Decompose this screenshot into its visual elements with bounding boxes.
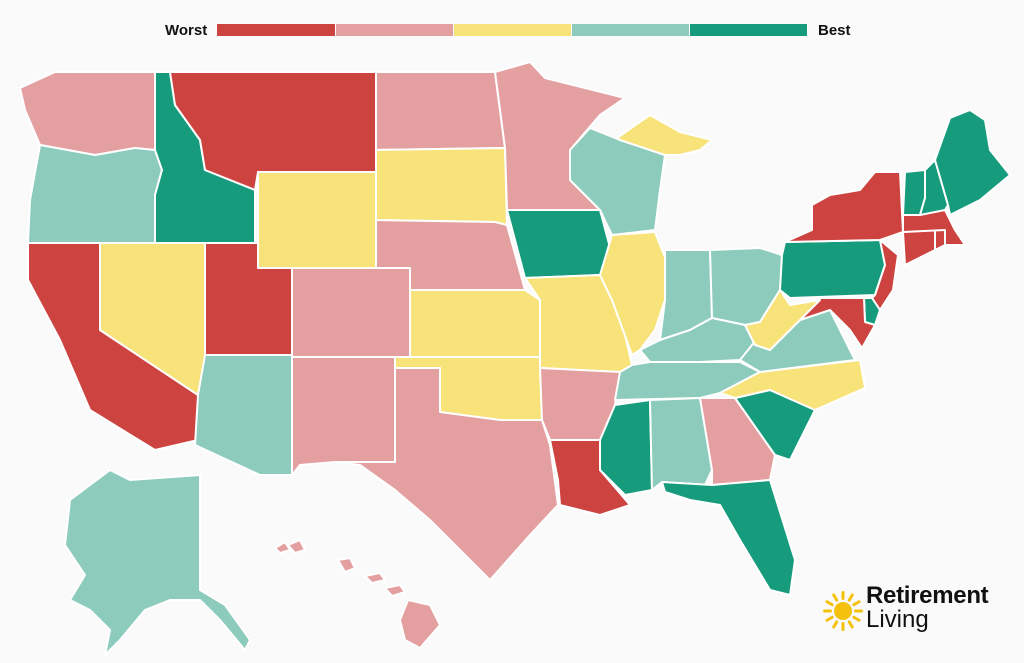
state-FL — [661, 479, 796, 596]
state-ME — [934, 109, 1011, 216]
state-CT — [902, 229, 936, 266]
state-AK — [64, 469, 251, 656]
state-NM — [291, 356, 396, 476]
legend-swatch-best — [690, 24, 807, 36]
brand-name-line1: Retirement — [866, 582, 989, 609]
state-NY — [784, 171, 904, 243]
state-MD — [789, 297, 876, 349]
brand-name-line2: Living — [866, 606, 929, 633]
state-KS — [409, 289, 541, 358]
state-IA — [506, 209, 613, 279]
state-IL — [599, 231, 669, 356]
legend-swatch-good — [572, 24, 689, 36]
state-WA — [19, 71, 156, 156]
state-MI — [616, 114, 713, 156]
state-TX — [334, 367, 559, 581]
state-WI — [569, 127, 666, 236]
state-ND — [375, 71, 506, 151]
sun-icon — [823, 591, 863, 631]
legend-swatch-worst — [217, 24, 335, 36]
state-HI — [274, 539, 441, 649]
state-MA — [902, 209, 966, 246]
state-AZ — [194, 354, 293, 476]
legend-high-label: Best — [818, 22, 851, 39]
state-CO — [291, 267, 411, 358]
legend-low-label: Worst — [165, 22, 208, 39]
state-SD — [375, 147, 508, 226]
brand-logo: Retirement Living — [822, 582, 1022, 642]
state-WY — [257, 171, 377, 269]
state-PA — [779, 239, 886, 299]
legend-color-scale — [217, 24, 807, 36]
legend-swatch-average — [454, 24, 571, 36]
state-RI — [934, 229, 946, 251]
legend-swatch-poor — [336, 24, 453, 36]
state-OR — [27, 144, 163, 244]
